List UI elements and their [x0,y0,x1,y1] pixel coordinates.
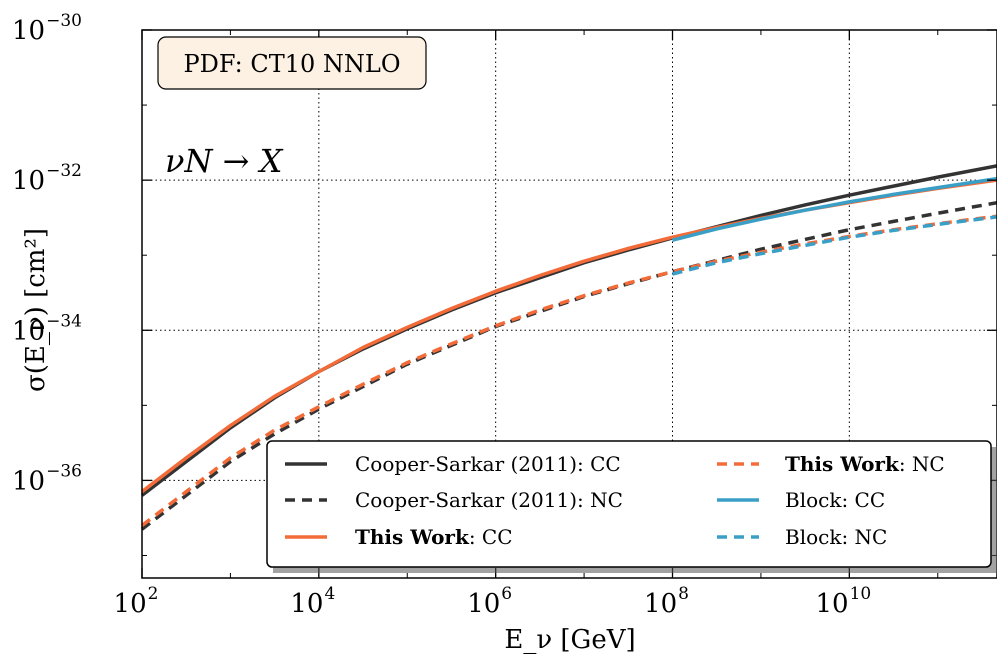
x-axis-label: E_ν [GeV] [504,625,635,655]
legend-label: Block: CC [785,488,885,512]
x-tick-label: 104 [290,584,335,619]
legend-label: This Work: NC [785,452,945,476]
series-line-5 [672,176,997,242]
legend-entry-3: This Work: CC [285,525,513,549]
series-line-6 [672,215,997,276]
x-tick-label: 102 [114,584,159,619]
x-tick-label: 106 [467,584,512,619]
legend-entry-1: Cooper-Sarkar (2011): CC [285,452,621,476]
series-lines [140,164,997,531]
plot-frame [141,29,997,579]
x-tick-label: 108 [644,584,689,619]
pdf-annotation-text: PDF: CT10 NNLO [183,50,400,78]
legend-box [266,440,992,568]
legend-entry-2: Cooper-Sarkar (2011): NC [285,488,623,512]
y-axis-label: σ(E_ν) [cm²] [21,228,51,392]
legend-entry-4: This Work: NC [717,452,945,476]
legend-label: Cooper-Sarkar (2011): CC [355,452,621,476]
pdf-annotation-box [157,36,427,90]
y-tick-label: 10−32 [12,161,82,196]
legend-entry-6: Block: NC [717,525,887,549]
legend-entry-5: Block: CC [717,488,885,512]
x-tick-label: 1010 [815,584,871,619]
axes-frame [141,29,997,579]
legend-label: This Work: CC [355,525,513,549]
pdf-annotation: PDF: CT10 NNLO [157,36,427,90]
y-tick-label: 10−36 [12,461,82,496]
legend-label: Block: NC [785,525,887,549]
legend-label: Cooper-Sarkar (2011): NC [355,488,623,512]
process-label: νN → X [165,142,284,180]
legend: Cooper-Sarkar (2011): CC Cooper-Sarkar (2… [266,440,997,573]
y-tick-label: 10−30 [12,11,82,46]
